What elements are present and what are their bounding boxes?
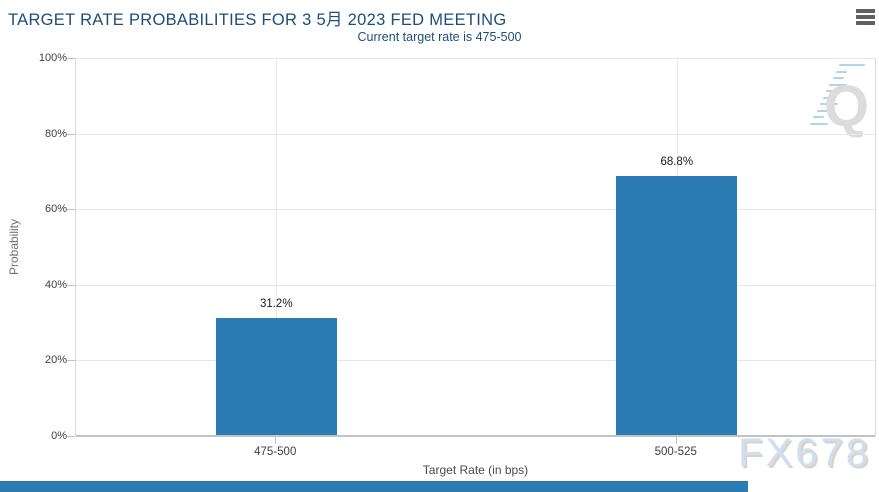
plot-area: Q 31.2% 68.8% — [75, 58, 876, 437]
x-tick-label: 500-525 — [654, 446, 697, 458]
quikstrike-logo-watermark: Q — [805, 60, 871, 136]
y-tick-label: 60% — [44, 203, 67, 216]
y-tick-label: 80% — [44, 127, 67, 140]
hgridline — [76, 209, 875, 211]
bar-value-label: 31.2% — [259, 298, 293, 311]
y-tick-mark — [67, 209, 75, 211]
y-tick-label: 100% — [38, 52, 67, 64]
hgridline — [76, 58, 875, 59]
q-logo-letter: Q — [823, 74, 869, 139]
logo-speed-line — [819, 103, 838, 105]
chart-title: TARGET RATE PROBABILITIES FOR 3 5月 2023 … — [8, 11, 507, 29]
x-axis-title: Target Rate (in bps) — [422, 463, 529, 477]
y-tick-mark — [67, 133, 75, 135]
logo-speed-line — [816, 109, 828, 112]
y-tick-mark — [67, 284, 75, 286]
hamburger-menu-icon[interactable] — [856, 9, 876, 27]
y-tick-mark — [67, 436, 75, 437]
hamburger-bar — [856, 21, 875, 25]
logo-speed-line — [823, 96, 834, 99]
y-tick-mark — [67, 360, 75, 362]
hgridline — [76, 360, 875, 362]
y-tick-label: 20% — [44, 354, 67, 367]
y-tick-label: 40% — [44, 278, 67, 291]
hgridline — [76, 284, 875, 286]
chart-bar-500-525[interactable] — [616, 175, 738, 435]
x-tick-label: 475-500 — [254, 446, 297, 458]
y-tick-mark — [67, 58, 75, 59]
hamburger-bar — [856, 15, 875, 19]
chart-subtitle: Current target rate is 475-500 — [357, 30, 522, 44]
logo-speed-line — [813, 116, 825, 118]
x-tick-mark — [275, 436, 277, 444]
logo-speed-line — [835, 70, 847, 73]
x-axis-line — [76, 435, 875, 437]
y-axis-title: Probability — [7, 218, 21, 276]
y-tick-label: 0% — [51, 430, 67, 442]
x-tick-mark — [675, 436, 677, 444]
hamburger-bar — [856, 9, 875, 13]
category-gridline — [276, 58, 278, 436]
logo-speed-line — [832, 77, 844, 79]
bar-value-label: 68.8% — [660, 155, 694, 168]
logo-speed-line — [826, 90, 838, 92]
chart-bar-475-500[interactable] — [215, 318, 337, 435]
fx678-site-watermark: FX678 — [738, 431, 871, 475]
hgridline — [76, 133, 875, 135]
logo-speed-line — [810, 122, 829, 125]
logo-speed-line — [829, 83, 848, 86]
logo-speed-line — [839, 64, 865, 66]
bottom-blue-bar — [0, 481, 748, 492]
